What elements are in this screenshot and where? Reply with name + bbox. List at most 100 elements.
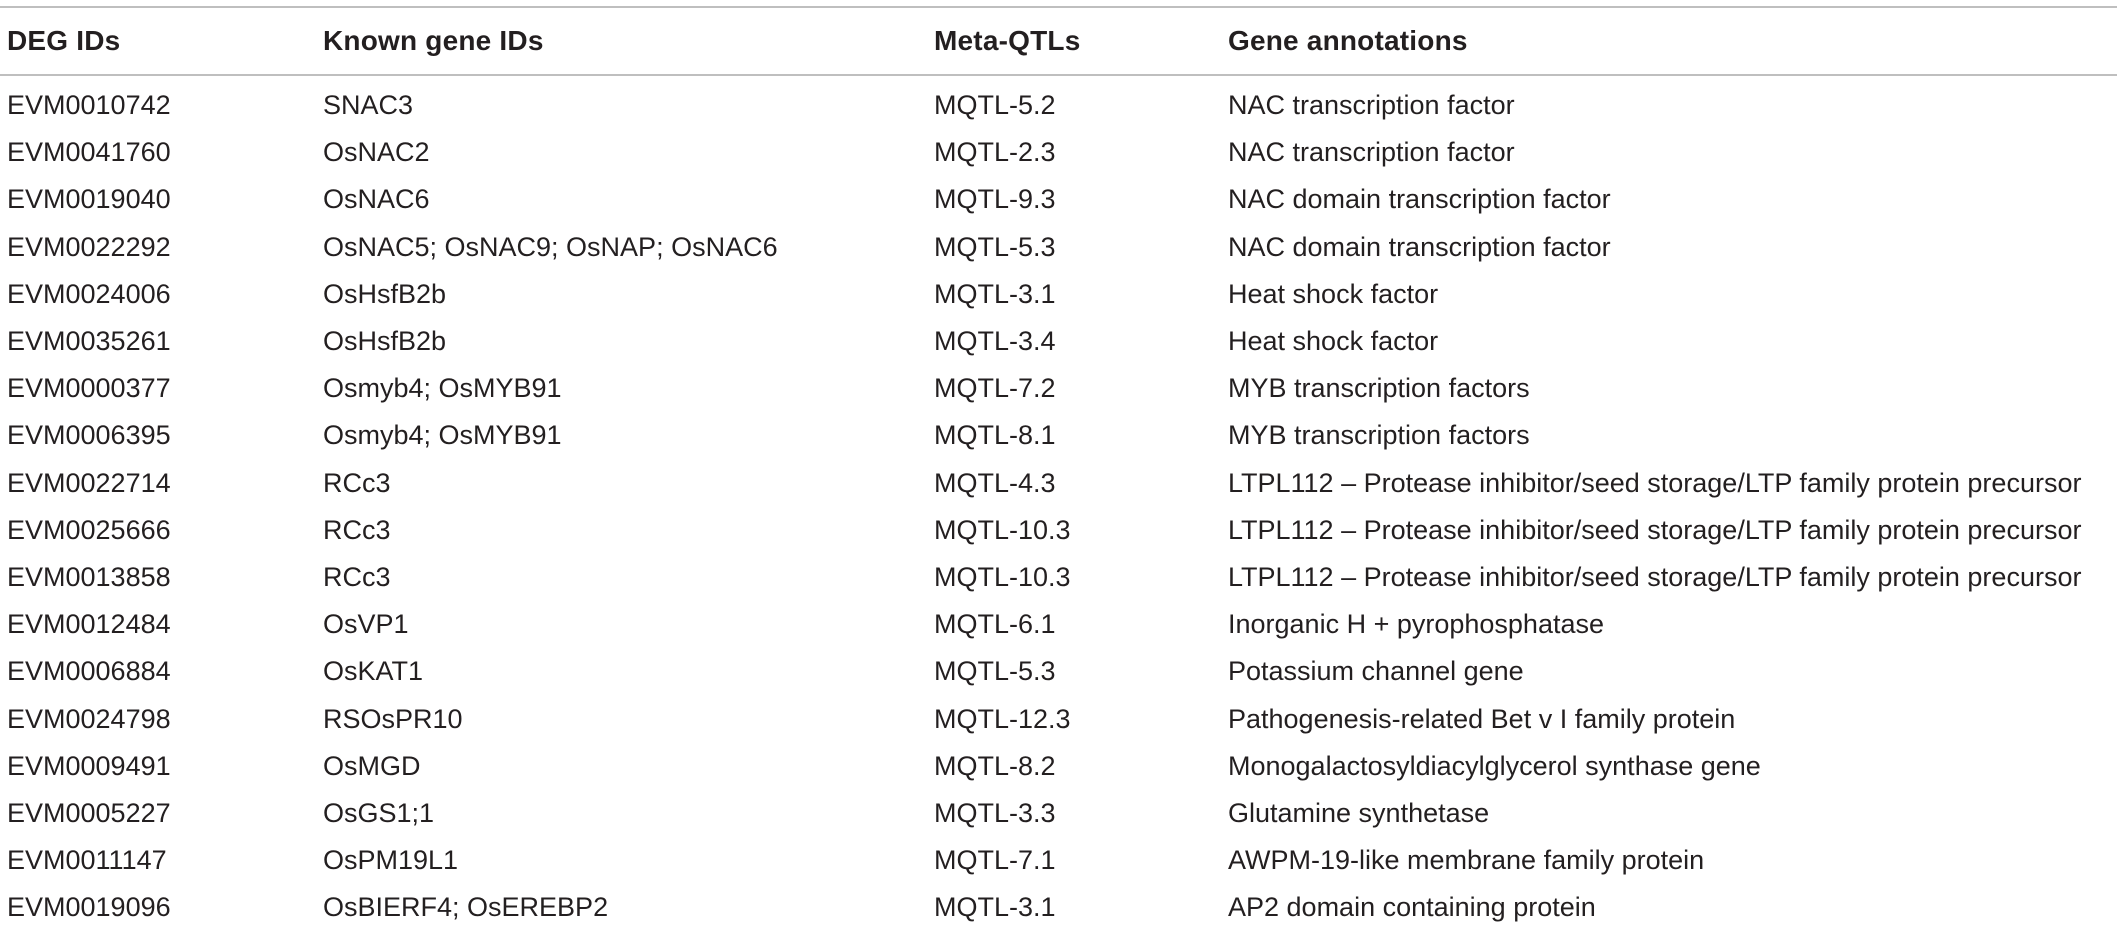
table-row: EVM0010742 SNAC3 MQTL-5.2 NAC transcript… xyxy=(0,75,2117,129)
meta-qtl-cell: MQTL-8.2 xyxy=(934,750,1056,781)
table-row: EVM0013858 RCc3 MQTL-10.3 LTPL112 – Prot… xyxy=(0,554,2117,601)
table-row: EVM0024006 OsHsfB2b MQTL-3.1 Heat shock … xyxy=(0,271,2117,318)
table-row: EVM0012484 OsVP1 MQTL-6.1 Inorganic H + … xyxy=(0,601,2117,648)
known-gene-id-cell: OsNAC2 xyxy=(323,137,430,168)
table-header: DEG IDs Known gene IDs Meta-QTLs Gene an… xyxy=(0,7,2117,75)
known-gene-id-cell: OsMGD xyxy=(323,750,421,781)
deg-id-cell: EVM0005227 xyxy=(7,797,171,828)
gene-annotation-cell: Glutamine synthetase xyxy=(1228,797,1490,828)
table-row: EVM0006395 Osmyb4; OsMYB91 MQTL-8.1 MYB … xyxy=(0,412,2117,459)
gene-annotation-cell: LTPL112 – Protease inhibitor/seed storag… xyxy=(1228,561,2082,592)
gene-annotation-cell: MYB transcription factors xyxy=(1228,373,1530,404)
meta-qtl-cell: MQTL-3.1 xyxy=(934,278,1056,309)
deg-id-cell: EVM0024798 xyxy=(7,703,171,734)
known-gene-id-cell: RSOsPR10 xyxy=(323,703,463,734)
known-gene-id-cell: OsHsfB2b xyxy=(323,326,447,357)
known-gene-id-cell: OsBIERF4; OsEREBP2 xyxy=(323,892,609,923)
meta-qtl-cell: MQTL-3.1 xyxy=(934,892,1056,923)
meta-qtl-cell: MQTL-7.1 xyxy=(934,845,1056,876)
table-row: EVM0041760 OsNAC2 MQTL-2.3 NAC transcrip… xyxy=(0,129,2117,176)
meta-qtl-cell: MQTL-6.1 xyxy=(934,609,1056,640)
gene-annotation-cell: NAC transcription factor xyxy=(1228,137,1515,168)
header-row: DEG IDs Known gene IDs Meta-QTLs Gene an… xyxy=(0,7,2117,75)
deg-id-cell: EVM0010742 xyxy=(7,90,171,121)
gene-annotation-cell: Inorganic H + pyrophosphatase xyxy=(1228,609,1604,640)
table-row: EVM0005227 OsGS1;1 MQTL-3.3 Glutamine sy… xyxy=(0,790,2117,837)
known-gene-id-cell: RCc3 xyxy=(323,514,391,545)
gene-annotation-cell: NAC domain transcription factor xyxy=(1228,231,1611,262)
known-gene-id-cell: RCc3 xyxy=(323,467,391,498)
known-gene-id-cell: OsKAT1 xyxy=(323,656,424,687)
known-gene-id-cell: RCc3 xyxy=(323,561,391,592)
deg-id-cell: EVM0022714 xyxy=(7,467,171,498)
table-body: EVM0010742 SNAC3 MQTL-5.2 NAC transcript… xyxy=(0,75,2117,931)
table-row: EVM0006884 OsKAT1 MQTL-5.3 Potassium cha… xyxy=(0,648,2117,695)
table-row: EVM0025666 RCc3 MQTL-10.3 LTPL112 – Prot… xyxy=(0,507,2117,554)
deg-id-cell: EVM0024006 xyxy=(7,278,171,309)
table-row: EVM0022292 OsNAC5; OsNAC9; OsNAP; OsNAC6… xyxy=(0,224,2117,271)
header-meta-qtls: Meta-QTLs xyxy=(934,25,1081,56)
deg-id-cell: EVM0011147 xyxy=(7,845,167,876)
deg-id-cell: EVM0035261 xyxy=(7,326,171,357)
meta-qtl-cell: MQTL-4.3 xyxy=(934,467,1056,498)
known-gene-id-cell: OsNAC5; OsNAC9; OsNAP; OsNAC6 xyxy=(323,231,778,262)
meta-qtl-cell: MQTL-5.3 xyxy=(934,231,1056,262)
known-gene-id-cell: SNAC3 xyxy=(323,90,414,121)
meta-qtl-cell: MQTL-10.3 xyxy=(934,561,1071,592)
table-row: EVM0011147 OsPM19L1 MQTL-7.1 AWPM-19-lik… xyxy=(0,837,2117,884)
known-gene-id-cell: OsGS1;1 xyxy=(323,797,435,828)
gene-table: DEG IDs Known gene IDs Meta-QTLs Gene an… xyxy=(0,6,2117,931)
deg-id-cell: EVM0041760 xyxy=(7,137,171,168)
gene-annotation-cell: AP2 domain containing protein xyxy=(1228,892,1596,923)
table-row: EVM0022714 RCc3 MQTL-4.3 LTPL112 – Prote… xyxy=(0,460,2117,507)
gene-annotation-cell: NAC domain transcription factor xyxy=(1228,184,1611,215)
known-gene-id-cell: OsNAC6 xyxy=(323,184,430,215)
header-gene-annotations: Gene annotations xyxy=(1228,25,1468,56)
gene-annotation-cell: NAC transcription factor xyxy=(1228,90,1515,121)
table-row: EVM0000377 Osmyb4; OsMYB91 MQTL-7.2 MYB … xyxy=(0,365,2117,412)
meta-qtl-cell: MQTL-3.4 xyxy=(934,326,1056,357)
deg-id-cell: EVM0025666 xyxy=(7,514,171,545)
deg-id-cell: EVM0013858 xyxy=(7,561,171,592)
gene-annotation-cell: MYB transcription factors xyxy=(1228,420,1530,451)
meta-qtl-cell: MQTL-5.2 xyxy=(934,90,1056,121)
table-row: EVM0024798 RSOsPR10 MQTL-12.3 Pathogenes… xyxy=(0,695,2117,742)
meta-qtl-cell: MQTL-2.3 xyxy=(934,137,1056,168)
meta-qtl-cell: MQTL-9.3 xyxy=(934,184,1056,215)
gene-annotation-cell: LTPL112 – Protease inhibitor/seed storag… xyxy=(1228,514,2082,545)
known-gene-id-cell: Osmyb4; OsMYB91 xyxy=(323,420,562,451)
deg-id-cell: EVM0000377 xyxy=(7,373,171,404)
gene-annotation-cell: Heat shock factor xyxy=(1228,326,1439,357)
gene-table-container: DEG IDs Known gene IDs Meta-QTLs Gene an… xyxy=(0,6,2117,931)
meta-qtl-cell: MQTL-3.3 xyxy=(934,797,1056,828)
known-gene-id-cell: OsHsfB2b xyxy=(323,278,447,309)
known-gene-id-cell: Osmyb4; OsMYB91 xyxy=(323,373,562,404)
deg-id-cell: EVM0019096 xyxy=(7,892,171,923)
gene-annotation-cell: Heat shock factor xyxy=(1228,278,1439,309)
gene-annotation-cell: LTPL112 – Protease inhibitor/seed storag… xyxy=(1228,467,2082,498)
known-gene-id-cell: OsVP1 xyxy=(323,609,409,640)
gene-annotation-cell: Monogalactosyldiacylglycerol synthase ge… xyxy=(1228,750,1761,781)
table-row: EVM0009491 OsMGD MQTL-8.2 Monogalactosyl… xyxy=(0,743,2117,790)
deg-id-cell: EVM0009491 xyxy=(7,750,171,781)
table-row: EVM0019096 OsBIERF4; OsEREBP2 MQTL-3.1 A… xyxy=(0,884,2117,931)
deg-id-cell: EVM0022292 xyxy=(7,231,171,262)
header-deg-ids: DEG IDs xyxy=(7,25,121,56)
table-row: EVM0019040 OsNAC6 MQTL-9.3 NAC domain tr… xyxy=(0,176,2117,223)
table-row: EVM0035261 OsHsfB2b MQTL-3.4 Heat shock … xyxy=(0,318,2117,365)
header-known-gene-ids: Known gene IDs xyxy=(323,25,544,56)
known-gene-id-cell: OsPM19L1 xyxy=(323,845,459,876)
gene-annotation-cell: Pathogenesis-related Bet v I family prot… xyxy=(1228,703,1736,734)
meta-qtl-cell: MQTL-5.3 xyxy=(934,656,1056,687)
gene-annotation-cell: Potassium channel gene xyxy=(1228,656,1524,687)
meta-qtl-cell: MQTL-7.2 xyxy=(934,373,1056,404)
meta-qtl-cell: MQTL-10.3 xyxy=(934,514,1071,545)
meta-qtl-cell: MQTL-12.3 xyxy=(934,703,1071,734)
deg-id-cell: EVM0006395 xyxy=(7,420,171,451)
deg-id-cell: EVM0006884 xyxy=(7,656,171,687)
meta-qtl-cell: MQTL-8.1 xyxy=(934,420,1056,451)
gene-annotation-cell: AWPM-19-like membrane family protein xyxy=(1228,845,1705,876)
deg-id-cell: EVM0019040 xyxy=(7,184,171,215)
deg-id-cell: EVM0012484 xyxy=(7,609,171,640)
